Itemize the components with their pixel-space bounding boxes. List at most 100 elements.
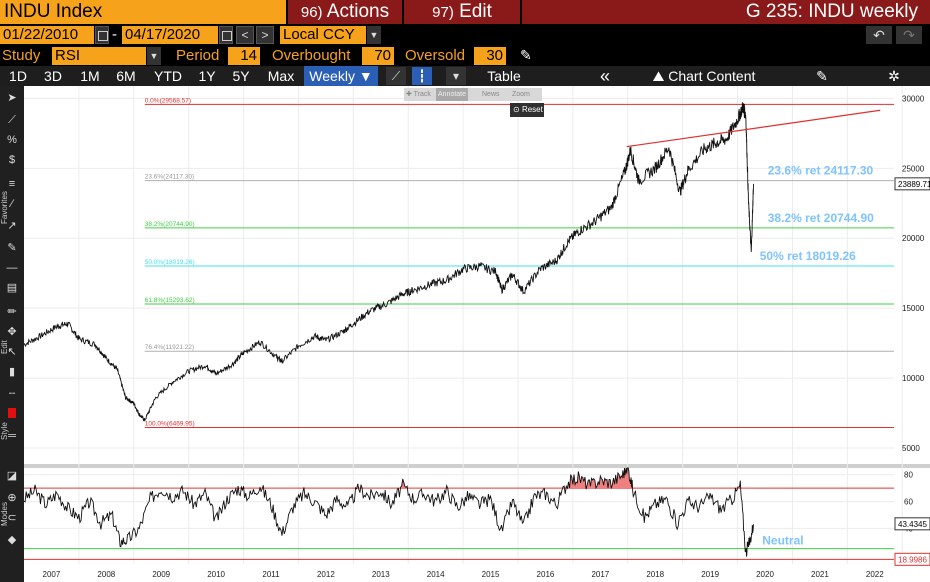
range-1m[interactable]: 1M [80,68,100,84]
chart-type-dropdown-icon[interactable]: ▾ [446,67,466,85]
currency-select[interactable]: Local CCY [280,26,366,44]
popup-annotate-button[interactable]: Annotate [436,88,469,101]
edit-menu-button[interactable]: 97) Edit [404,0,520,24]
magnet-mode-icon[interactable]: ⊂ [7,512,17,524]
prev-period-button[interactable]: < [236,26,254,44]
table-button[interactable]: Table [487,68,521,84]
pen-icon[interactable]: ✎ [7,242,17,254]
next-period-button[interactable]: > [256,26,274,44]
layer-mode-icon[interactable]: ◆ [7,534,17,546]
chart-area[interactable]: 0.0%(29568.57) 23.6%(24117.30) 38.2%(20744… [23,86,930,582]
popup-reset-button[interactable]: ⊙ Reset [510,103,544,117]
redo-icon[interactable]: ↷ [896,26,922,44]
trash-icon[interactable]: ▮ [8,366,16,378]
x-tick-label: 2009 [152,570,170,579]
x-tick-label: 2021 [811,570,829,579]
x-tick-label: 2015 [482,570,500,579]
rsi-line [23,467,754,557]
pencil-icon[interactable]: ✎ [520,47,532,63]
chart-content-icon: ⛰ [652,68,669,84]
cursor-icon[interactable]: ➤ [7,92,17,104]
line-style-icon[interactable]: ═ [8,430,16,442]
color-swatch-icon[interactable] [8,408,16,418]
y-tick-label: 25000 [902,164,925,173]
rsi-tick-label: 80 [904,471,913,480]
dash-icon[interactable]: ╌ [8,388,16,400]
brush-icon[interactable]: ✏ [7,306,17,318]
fib-level-label: 100.0%(6469.95) [145,420,195,427]
gear-icon[interactable]: ✲ [888,68,900,84]
window-title: G 235: INDU weekly [522,0,930,24]
ticker-field[interactable]: INDU Index [0,0,286,24]
pane-divider [24,464,930,468]
last-price-label: 23889.71 [898,180,930,189]
x-tick-label: 2010 [207,570,225,579]
y-tick-label: 5000 [902,444,920,453]
x-axis-bg [24,564,930,582]
fibonacci-icon[interactable]: ≡ [8,178,16,190]
x-tick-label: 2018 [646,570,664,579]
draw-line-icon[interactable]: ⟋ [8,114,16,126]
x-tick-label: 2014 [427,570,445,579]
study-select[interactable]: RSI [52,47,146,65]
range-1y[interactable]: 1Y [198,68,216,84]
end-date-input[interactable]: 04/17/2020 [122,26,218,44]
overbought-input[interactable]: 70 [362,47,394,65]
price-chart-svg[interactable]: 0.0%(29568.57) 23.6%(24117.30) 38.2%(20744… [23,86,930,582]
move-icon[interactable]: ✥ [7,326,17,338]
fib-level-label: 23.6%(24117.30) [145,174,194,181]
actions-menu-label: Actions [326,1,390,22]
fib-level-label: 50.0%(18019.26) [145,259,195,266]
popup-mode-row: ✚ Track Annotate News Zoom [404,88,542,101]
undo-icon[interactable]: ↶ [866,26,892,44]
start-date-input[interactable]: 01/22/2010 [0,26,94,44]
chevron-down-icon[interactable]: ▼ [367,26,381,44]
bar-chart-icon[interactable]: ┇ [412,67,432,85]
zoom-mode-icon[interactable]: ⊕ [7,492,17,504]
popup-zoom-button[interactable]: Zoom [512,91,530,98]
x-tick-label: 2020 [756,570,774,579]
period-input[interactable]: 14 [228,47,260,65]
trend-icon[interactable]: ∕ [11,198,13,210]
range-3d[interactable]: 3D [44,68,62,84]
range-1d[interactable]: 1D [9,68,27,84]
retracement-annotation: 38.2% ret 20744.90 [768,211,874,225]
start-calendar-icon[interactable] [95,26,109,44]
frequency-select[interactable]: Weekly ▼ [304,66,378,86]
range-5y[interactable]: 5Y [232,68,250,84]
x-tick-label: 2013 [372,570,390,579]
arrow-icon[interactable]: ↗ [7,220,17,232]
reset-icon: ⊙ [513,105,522,114]
range-ytd[interactable]: YTD [154,68,182,84]
last-price-badge [894,177,930,191]
edit-chart-icon[interactable]: ✎ [816,68,828,84]
y-axis-bg [894,86,930,582]
chevron-down-icon[interactable]: ▼ [147,47,161,65]
dollar-icon[interactable]: $ [8,154,16,166]
y-tick-label: 10000 [902,374,925,383]
rsi-oversold-badge [894,552,930,566]
popup-reset-label: Reset [521,105,543,114]
select-arrow-icon[interactable]: ↖ [7,346,17,358]
popup-news-button[interactable]: News [482,91,500,98]
horizontal-line-icon[interactable]: — [6,262,18,274]
oversold-input[interactable]: 30 [474,47,506,65]
percent-icon[interactable]: % [7,134,17,146]
range-6m[interactable]: 6M [116,68,136,84]
edit-section-label: Edit [0,340,9,354]
channel-icon[interactable]: ▤ [6,282,18,294]
popup-track-button[interactable]: ✚ Track [406,91,431,98]
end-calendar-icon[interactable] [219,26,233,44]
fib-level-label: 0.0%(29568.57) [145,97,191,104]
favorites-section-label: Favorites [0,191,9,224]
annotation-mode-icon[interactable]: ◪ [6,470,18,482]
actions-menu-button[interactable]: 96) Actions [288,0,402,24]
retracement-annotation: 23.6% ret 24117.30 [768,164,874,178]
price-series [23,102,881,422]
chart-content-button[interactable]: ⛰ Chart Content [644,66,764,86]
study-label: Study [2,47,41,64]
range-max[interactable]: Max [267,68,295,84]
collapse-panel-button[interactable]: « [599,66,610,86]
line-chart-icon[interactable]: ⟋ [386,67,406,85]
x-tick-label: 2017 [591,570,609,579]
